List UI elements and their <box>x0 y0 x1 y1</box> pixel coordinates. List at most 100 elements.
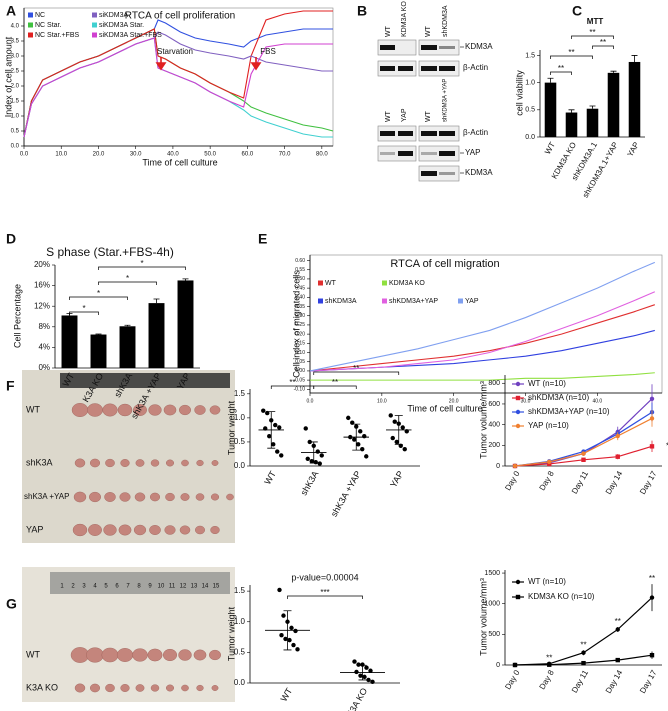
y-tick-label: 1.5 <box>234 586 246 595</box>
significance-bracket <box>550 55 593 59</box>
y-tick-label: 2.5 <box>11 69 20 75</box>
series-point <box>615 433 620 439</box>
band <box>380 66 395 71</box>
error-bar <box>153 298 160 304</box>
x-tick-label: 0.0 <box>307 398 314 404</box>
tumor <box>210 525 220 535</box>
lane-label: shKDM3A <box>442 5 449 37</box>
x-tick-label: YAP <box>388 469 405 489</box>
data-point <box>352 437 357 442</box>
legend-label: NC <box>35 12 45 19</box>
x-tick-label: 0.0 <box>20 152 29 158</box>
tumor <box>116 648 134 662</box>
y-tick-label: 0.0 <box>234 678 246 687</box>
data-point <box>315 449 320 454</box>
y-tick-label: 1500 <box>484 570 500 577</box>
bar <box>607 72 620 137</box>
chart-title: RTCA of cell migration <box>390 258 499 270</box>
band <box>439 151 455 156</box>
blot-frame <box>377 39 417 56</box>
data-point <box>283 636 288 642</box>
legend-label: shKDM3A+YAP (n=10) <box>528 407 610 416</box>
y-axis-label: Tumor volume/mm³ <box>478 381 488 459</box>
series-line <box>309 291 656 372</box>
band <box>421 66 437 71</box>
significance-label: ** <box>558 64 564 73</box>
panel-label: F <box>6 378 15 394</box>
data-point <box>360 446 365 452</box>
y-tick-label: 0.25 <box>295 322 305 328</box>
data-point <box>390 435 395 441</box>
series-point <box>615 627 620 632</box>
ruler <box>50 572 230 594</box>
x-tick-label: Day 0 <box>503 469 522 492</box>
legend-label: KDM3A KO (n=10) <box>528 592 595 601</box>
y-tick-label: 0.5 <box>234 437 246 446</box>
x-tick-label: 60.0 <box>242 152 254 158</box>
x-tick-label: Day 14 <box>604 668 625 695</box>
y-tick-label: 0.10 <box>295 350 305 356</box>
y-tick-label: 0.05 <box>295 359 305 365</box>
y-tick-label: 8% <box>38 322 50 331</box>
row-label: shK3A +YAP <box>24 492 69 501</box>
series-line <box>309 329 655 372</box>
legend-swatch <box>92 32 97 38</box>
bar <box>177 280 194 368</box>
tumor <box>210 493 220 501</box>
y-tick-label: 0.15 <box>295 341 305 347</box>
x-tick-label: Day 8 <box>538 668 557 691</box>
legend-marker <box>515 594 521 600</box>
error-bar <box>589 105 596 109</box>
legend-swatch <box>28 12 33 18</box>
tumor <box>165 684 174 692</box>
tumor <box>117 403 133 417</box>
legend-marker <box>515 395 521 401</box>
tumor <box>105 458 115 468</box>
sd-bar <box>309 441 318 464</box>
y-tick-label: 0 <box>496 463 500 470</box>
legend-marker <box>515 579 521 585</box>
row-label: WT <box>26 649 40 659</box>
annotation-arrow <box>155 57 167 71</box>
legend-swatch <box>382 280 387 286</box>
lane-label: WT <box>425 110 432 122</box>
significance-label: ** <box>600 38 606 47</box>
y-tick-label: 0.0 <box>11 144 20 150</box>
legend-swatch <box>382 298 387 304</box>
tumor <box>103 524 117 536</box>
series-point <box>649 416 655 421</box>
significance-label: * <box>97 289 100 298</box>
legend-swatch <box>318 280 323 286</box>
x-tick-label: 10.0 <box>377 398 387 404</box>
x-tick-label: Day 17 <box>638 469 659 496</box>
data-point <box>271 442 276 447</box>
tumor <box>209 405 221 415</box>
tumor <box>194 405 206 415</box>
legend-label: WT (n=10) <box>528 577 566 586</box>
data-point <box>368 668 373 673</box>
error-bar <box>124 324 131 327</box>
y-tick-label: 16% <box>34 281 50 290</box>
data-point <box>352 659 357 664</box>
y-axis-label: Tumor weight <box>226 400 236 455</box>
ruler-number: 10 <box>158 584 165 590</box>
y-tick-label: 0.5 <box>525 107 535 114</box>
significance-bracket <box>98 281 157 285</box>
chart-title: S phase (Star.+FBS-4h) <box>46 245 174 259</box>
data-point <box>273 422 278 428</box>
band <box>421 131 437 136</box>
legend-swatch <box>318 298 323 304</box>
significance-label: ** <box>649 574 655 583</box>
panel-label: E <box>258 231 267 247</box>
tumor <box>89 458 100 468</box>
y-tick-label: 600 <box>488 401 500 408</box>
data-point <box>370 679 375 684</box>
tumor <box>195 525 205 535</box>
band-label: β-Actin <box>463 63 488 72</box>
series-point <box>615 454 620 459</box>
tumor <box>149 525 161 535</box>
legend-swatch <box>92 12 97 18</box>
x-tick-label: 20.0 <box>449 398 459 404</box>
y-tick-label: 4% <box>38 343 50 352</box>
band <box>398 151 413 156</box>
